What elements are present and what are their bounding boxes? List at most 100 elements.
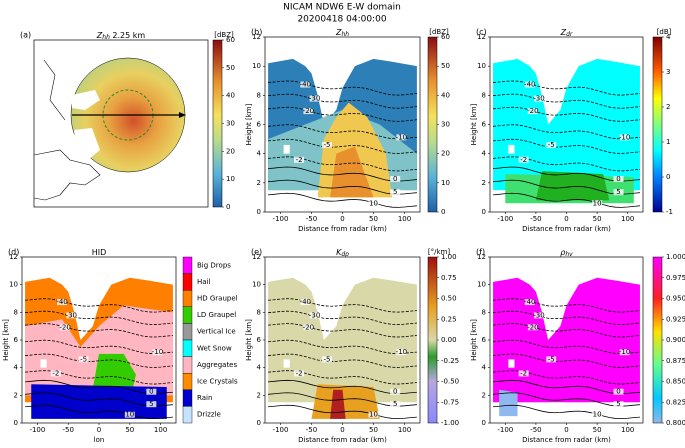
legend-swatch xyxy=(182,356,193,374)
contour-label-bg xyxy=(619,134,630,141)
contour-label-bg xyxy=(592,411,603,418)
colorbar-tick-label: 3 xyxy=(666,68,670,76)
legend-label: Ice Crystals xyxy=(197,378,238,386)
x-tick-label: -100 xyxy=(273,426,289,434)
title-main: HID xyxy=(92,248,107,257)
contour xyxy=(493,310,640,325)
colorbar-tick-label: 0.800 xyxy=(666,419,685,427)
x-tick-label: 100 xyxy=(621,426,634,434)
contour xyxy=(493,106,640,122)
contour-label-bg xyxy=(527,108,538,115)
x-axis-label: Distance from radar (km) xyxy=(522,436,611,444)
title-main: K xyxy=(336,248,342,257)
colorbar-tick-label: 4 xyxy=(666,33,671,41)
legend-swatch xyxy=(182,373,193,391)
contour-label: 10 xyxy=(593,199,602,207)
legend-label: Drizzle xyxy=(197,411,221,419)
y-tick-label: 10 xyxy=(252,62,261,70)
legend-swatch xyxy=(182,389,193,407)
echo-low xyxy=(499,389,518,417)
contour-label: -40 xyxy=(300,81,311,89)
contour-label: -30 xyxy=(66,311,77,319)
legend-swatch xyxy=(182,306,193,324)
contour-label-bg xyxy=(294,370,305,377)
contour-label-bg xyxy=(527,324,538,331)
contour-label-bg xyxy=(533,312,544,319)
contour-label-bg xyxy=(390,401,401,408)
x-tick-label: 50 xyxy=(593,426,602,434)
y-tick-label: 4 xyxy=(257,150,262,158)
y-tick-label: 2 xyxy=(257,391,261,399)
x-axis-label: Distance from radar (km) xyxy=(522,225,611,233)
y-tick-label: 12 xyxy=(477,33,486,41)
x-tick-label: 50 xyxy=(369,426,378,434)
contour-label-bg xyxy=(300,81,311,88)
contour xyxy=(268,124,417,140)
title-main: ρ xyxy=(560,248,565,257)
contour-label-bg xyxy=(390,189,401,196)
contour-label: -20 xyxy=(527,323,538,331)
contour xyxy=(268,93,417,109)
x-axis-label: Distance from radar (km) xyxy=(298,436,387,444)
contour xyxy=(493,370,640,385)
contour-label-bg xyxy=(309,312,320,319)
contour-label: -40 xyxy=(524,298,535,306)
echo-max xyxy=(330,389,346,419)
contour-label-bg xyxy=(524,299,535,306)
x-tick-label: -100 xyxy=(497,426,513,434)
contour-label: 0 xyxy=(149,388,153,396)
contour-label-bg xyxy=(533,95,544,102)
colorbar-tick-label: 10 xyxy=(226,175,235,183)
contour-label: -20 xyxy=(527,107,538,115)
contour-label: -5 xyxy=(324,141,331,149)
contour xyxy=(268,323,417,338)
y-tick-label: 0 xyxy=(257,208,261,216)
colorbar-tick-label: 0.975 xyxy=(666,274,685,282)
x-tick-label: 0 xyxy=(340,426,344,434)
contour-label: -5 xyxy=(548,141,555,149)
colorbar-tick-label: -1.00 xyxy=(441,419,459,427)
colorbar-tick-label: 0.825 xyxy=(666,398,685,406)
y-axis-label: Height [km] xyxy=(245,103,253,145)
colorbar-tick-label: -0.25 xyxy=(441,357,459,365)
echo xyxy=(493,277,640,403)
x-tick-label: 100 xyxy=(398,426,411,434)
contour-label-bg xyxy=(303,324,314,331)
gap xyxy=(40,359,47,368)
figure-title: NICAM NDW6 E-W domain xyxy=(283,3,401,13)
contour-label-bg xyxy=(396,134,407,141)
x-tick-label: 100 xyxy=(621,215,634,223)
echo xyxy=(268,277,417,403)
contour-label: -2 xyxy=(520,369,527,377)
colorbar-unit: [°/km] xyxy=(428,248,450,256)
legend-label: HD Graupel xyxy=(197,295,238,303)
contour xyxy=(25,404,173,420)
x-tick-label: 50 xyxy=(593,215,602,223)
colorbar-tick-label: 0.850 xyxy=(666,378,685,386)
y-tick-label: 0 xyxy=(482,208,486,216)
contour-label: -20 xyxy=(303,107,314,115)
legend-label: Vertical Ice xyxy=(197,328,236,336)
x-axis-label: Distance from radar (km) xyxy=(298,225,387,233)
contour-label-bg xyxy=(303,108,314,115)
contour xyxy=(25,323,173,338)
echo xyxy=(493,58,640,191)
contour-label: 5 xyxy=(393,188,397,196)
contour-label: 0 xyxy=(616,388,620,396)
colorbar-tick-label: 50 xyxy=(441,62,450,70)
legend-label: Rain xyxy=(197,394,212,402)
contour-label: 0 xyxy=(393,175,397,183)
echo-core xyxy=(535,171,610,201)
legend-label: LD Graupel xyxy=(197,311,236,319)
title-sub: hh xyxy=(102,34,110,41)
colorbar-tick-label: 1.00 xyxy=(441,253,457,261)
class-region xyxy=(31,384,167,419)
contour-label: -40 xyxy=(300,298,311,306)
contour-label-bg xyxy=(309,95,320,102)
y-tick-label: 2 xyxy=(14,391,18,399)
y-tick-label: 10 xyxy=(252,281,261,289)
contour-label: -30 xyxy=(309,95,320,103)
legend-swatch xyxy=(182,256,193,274)
colorbar xyxy=(652,36,663,213)
title-main: Z xyxy=(96,31,103,40)
